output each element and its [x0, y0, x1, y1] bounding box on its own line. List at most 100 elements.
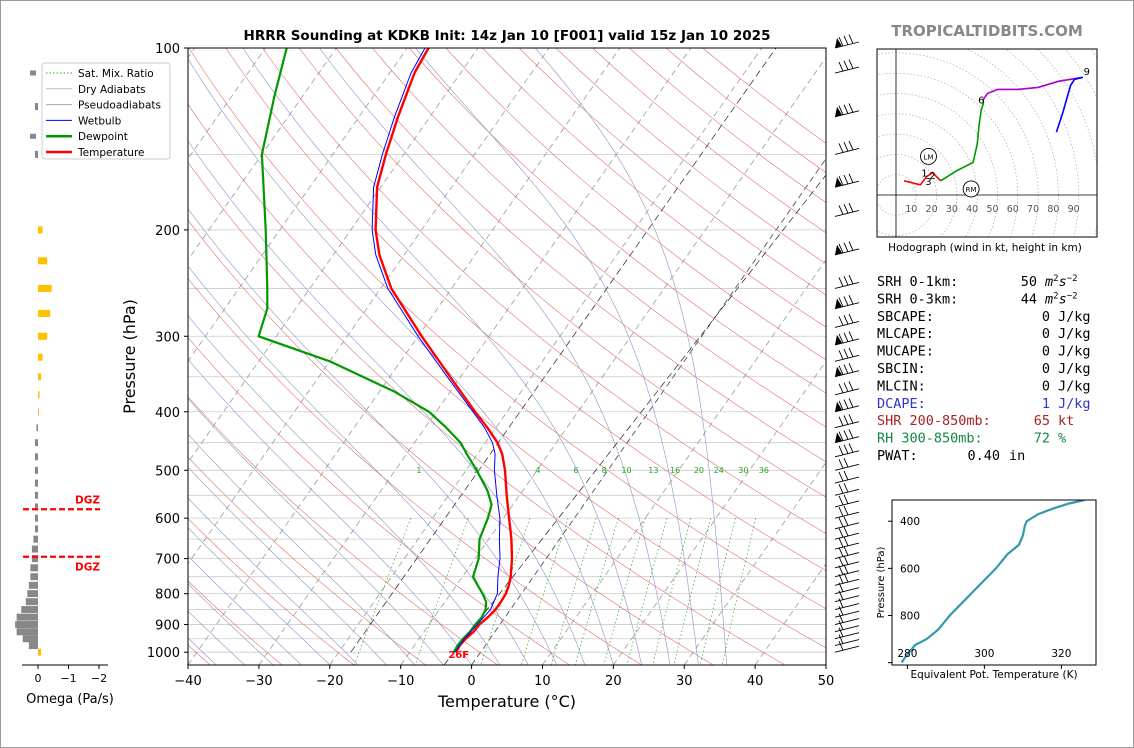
stat-unit: J/kg [1058, 396, 1091, 412]
stat-unit: in [1009, 448, 1025, 464]
hodo-height-label: 3 [925, 177, 931, 188]
dry-adiabat [372, 48, 826, 428]
wind-barb [834, 429, 860, 444]
stat-row: DCAPE: 1 J/kg [877, 396, 1091, 412]
stat-label: SHR 200-850mb: [877, 413, 991, 429]
hodo-height-label: 9 [1084, 67, 1090, 78]
stat-unit: J/kg [1058, 309, 1091, 325]
x-tick-label: 50 [818, 674, 835, 689]
wind-barb [834, 381, 860, 396]
storm-motion-marker [962, 180, 980, 198]
theta-e-x-tick-label: 320 [1051, 648, 1071, 660]
mixing-ratio-label: 24 [714, 466, 724, 475]
legend-label: Sat. Mix. Ratio [78, 68, 154, 80]
stat-value: 0 [1042, 361, 1050, 377]
wind-barb [834, 457, 860, 471]
omega-bar [34, 103, 38, 111]
legend-label: Wetbulb [78, 115, 122, 127]
wind-barb [834, 140, 860, 155]
hodo-trace [1055, 76, 1083, 133]
reference-line [443, 174, 826, 665]
hodograph-grid [877, 49, 1097, 237]
theta-e-x-label: Equivalent Pot. Temperature (K) [910, 669, 1077, 681]
wind-barb [834, 605, 860, 618]
omega-tick-label: −1 [60, 672, 76, 685]
wind-barb [834, 470, 860, 484]
pseudo-adiabat [188, 358, 472, 665]
stat-unit: J/kg [1058, 344, 1091, 360]
mixing-ratio-label: 20 [694, 466, 704, 475]
mixing-ratio-label: 2 [474, 466, 479, 475]
mixing-ratio-label: 1 [416, 466, 421, 475]
stat-value: 44 [1021, 291, 1037, 307]
pseudo-adiabat [188, 140, 586, 665]
dry-adiabat [188, 580, 283, 665]
wind-barb [834, 516, 860, 530]
storm-motion-label: LM [924, 153, 934, 161]
mixing-ratio-label: 6 [574, 466, 579, 475]
omega-bar [25, 598, 38, 606]
isotherm [188, 48, 621, 665]
mixing-ratio-label: 36 [759, 466, 769, 475]
stat-value: 65 [1034, 413, 1050, 429]
omega-bar [34, 525, 38, 533]
wind-barb [834, 414, 860, 429]
wind-barb [834, 295, 860, 310]
wind-barb [834, 627, 860, 640]
omega-bar [22, 635, 38, 643]
hodo-tick-label: 20 [926, 204, 938, 215]
hodo-tick-label: 10 [905, 204, 917, 215]
legend: Sat. Mix. Ratio Dry Adiabats Pseudoadiabat… [41, 62, 171, 160]
stat-label: MUCAPE: [877, 344, 934, 360]
pseudo-adiabat [188, 583, 274, 665]
pseudo-adiabat [188, 208, 557, 665]
hodo-tick-label: 70 [1027, 204, 1039, 215]
brand-watermark: TROPICALTIDBITS.COM [891, 22, 1083, 40]
y-tick-label: 100 [155, 42, 180, 57]
stat-unit: J/kg [1058, 326, 1091, 342]
x-tick-label: 10 [534, 674, 551, 689]
stat-row: SRH 0-1km: 50 m2s−2 [877, 274, 1078, 290]
hodo-trace [903, 171, 942, 186]
stat-value: 50 [1021, 274, 1037, 290]
skewt-background [188, 48, 826, 665]
stat-row: MUCAPE: 0 J/kg [877, 344, 1091, 360]
theta-e-y-tick-label: 600 [900, 563, 920, 575]
omega-bar [34, 466, 38, 474]
wetbulb-profile [371, 48, 501, 653]
stat-label: SRH 0-1km: [877, 274, 958, 290]
omega-bar [38, 408, 39, 416]
y-tick-label: 300 [155, 330, 180, 345]
wind-barb [834, 202, 860, 217]
pseudo-adiabat [188, 265, 529, 665]
wind-barb [834, 59, 860, 74]
x-tick-label: −40 [174, 674, 201, 689]
stat-value: 0.40 [967, 448, 1000, 464]
pseudo-adiabat [188, 527, 331, 665]
wind-barb [834, 443, 860, 458]
pseudo-adiabat [242, 48, 642, 665]
x-tick-label: −10 [387, 674, 414, 689]
hodo-tick-label: 60 [1007, 204, 1019, 215]
dgz-label: DGZ [75, 494, 100, 506]
stat-row: PWAT: 0.40 in [877, 448, 1025, 464]
omega-bar [34, 453, 38, 461]
pseudo-adiabat [188, 433, 416, 665]
omega-bar [33, 535, 38, 543]
hodo-trace [982, 76, 1083, 101]
pseudo-adiabat [535, 48, 728, 665]
stat-label: RH 300-850mb: [877, 431, 983, 447]
pseudo-adiabat [188, 315, 501, 665]
pseudo-adiabat [188, 555, 302, 665]
y-axis-label: Pressure (hPa) [120, 299, 139, 414]
omega-bar [28, 581, 38, 589]
wind-barb [834, 398, 860, 413]
omega-plot: DGZ DGZ 0 −1 −2 Omega (Pa/s) [15, 70, 114, 707]
y-tick-label: 600 [155, 512, 180, 527]
mixing-ratio-label: 16 [670, 466, 680, 475]
mixing-ratio-line [353, 518, 412, 665]
theta-e-frame [891, 499, 1097, 666]
hodo-tick-label: 80 [1047, 204, 1059, 215]
